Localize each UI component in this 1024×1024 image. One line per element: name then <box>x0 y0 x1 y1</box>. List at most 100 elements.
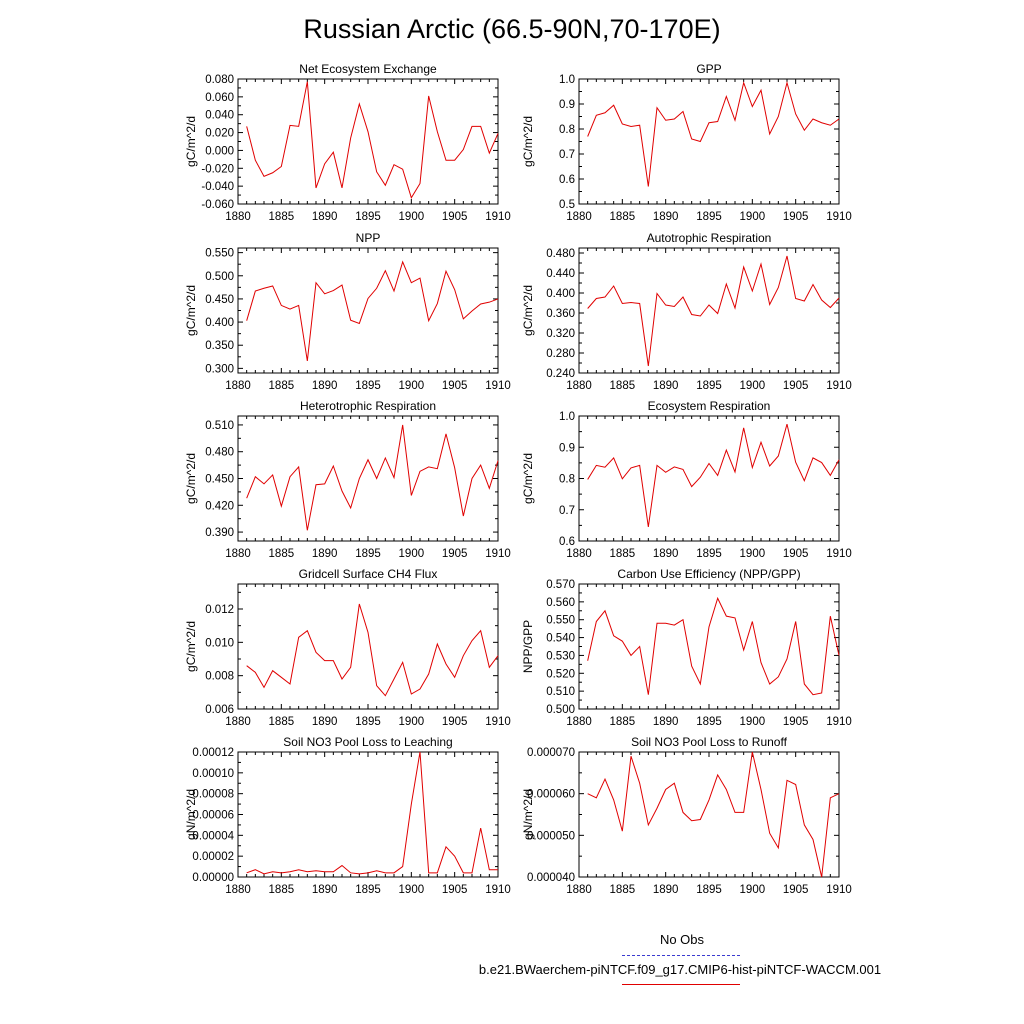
x-tick-label: 1900 <box>740 380 766 392</box>
y-tick-label: 0.008 <box>205 671 234 683</box>
y-tick-label: 0.390 <box>205 527 234 539</box>
y-tick-label: 0.080 <box>205 74 234 86</box>
y-tick-label: 0.5 <box>559 199 575 211</box>
plot-frame <box>578 415 840 542</box>
y-tick-label: 0.00010 <box>192 768 234 780</box>
x-tick-label: 1900 <box>399 884 425 896</box>
x-tick-label: 1900 <box>399 211 425 223</box>
panel-title: GPP <box>696 62 721 76</box>
x-tick-label: 1885 <box>610 884 636 896</box>
x-tick-label: 1905 <box>442 211 468 223</box>
series-line <box>246 751 498 875</box>
y-tick-label: 0.000070 <box>527 747 575 759</box>
plot-frame <box>237 583 499 710</box>
x-tick-label: 1890 <box>653 548 679 560</box>
y-tick-label: 0.000040 <box>527 872 575 884</box>
series-line <box>587 255 840 367</box>
x-tick-label: 1905 <box>442 716 468 728</box>
y-tick-label: 0.006 <box>205 704 234 716</box>
x-tick-label: 1905 <box>442 884 468 896</box>
plot-frame <box>578 78 840 205</box>
x-tick-label: 1895 <box>355 380 381 392</box>
y-tick-label: 1.0 <box>559 411 575 423</box>
series-line <box>246 260 499 362</box>
series-line <box>587 751 840 878</box>
y-tick-label: 0.8 <box>559 124 575 136</box>
x-tick-label: 1890 <box>312 548 338 560</box>
panel-title: Soil NO3 Pool Loss to Runoff <box>631 735 788 749</box>
x-tick-label: 1910 <box>826 884 852 896</box>
y-tick-label: 0.400 <box>205 317 234 329</box>
x-tick-label: 1900 <box>740 716 766 728</box>
x-tick-label: 1880 <box>566 884 592 896</box>
y-tick-label: -0.060 <box>201 199 234 211</box>
x-tick-label: 1880 <box>225 884 251 896</box>
chart-panel-1: Net Ecosystem Exchange gC/m^2/d 1880 1885 18… <box>184 62 511 223</box>
y-tick-label: 0.570 <box>546 579 575 591</box>
y-tick-label: 0.240 <box>546 368 575 380</box>
x-tick-label: 1900 <box>740 884 766 896</box>
x-tick-label: 1910 <box>485 716 511 728</box>
y-tick-label: 0.560 <box>546 597 575 609</box>
y-tick-label: 0.480 <box>546 248 575 260</box>
x-tick-label: 1895 <box>696 211 722 223</box>
y-tick-label: 0.520 <box>546 668 575 680</box>
y-tick-label: 0.440 <box>546 268 575 280</box>
x-tick-label: 1905 <box>442 548 468 560</box>
y-tick-label: 0.280 <box>546 348 575 360</box>
x-tick-label: 1890 <box>653 716 679 728</box>
y-tick-label: 0.040 <box>205 110 234 122</box>
x-tick-label: 1880 <box>566 211 592 223</box>
y-tick-label: -0.040 <box>201 181 234 193</box>
x-tick-label: 1885 <box>269 716 295 728</box>
y-tick-label: 0.320 <box>546 328 575 340</box>
x-tick-label: 1880 <box>225 380 251 392</box>
y-tick-label: 0.060 <box>205 92 234 104</box>
panel-title: Heterotrophic Respiration <box>300 399 436 413</box>
x-tick-label: 1910 <box>826 211 852 223</box>
y-tick-label: 0.7 <box>559 505 575 517</box>
y-tick-label: 0.500 <box>546 704 575 716</box>
y-tick-label: 0.012 <box>205 604 234 616</box>
y-axis-label: gC/m^2/d <box>184 285 198 336</box>
x-tick-label: 1885 <box>610 548 636 560</box>
y-axis-label: gC/m^2/d <box>521 453 535 504</box>
plot-frame <box>237 78 499 205</box>
x-tick-label: 1905 <box>783 380 809 392</box>
x-tick-label: 1895 <box>696 716 722 728</box>
y-axis-label: gC/m^2/d <box>521 116 535 167</box>
y-tick-label: 0.00006 <box>192 810 234 822</box>
x-tick-label: 1910 <box>485 380 511 392</box>
x-tick-label: 1880 <box>225 548 251 560</box>
y-tick-label: 0.00012 <box>192 747 234 759</box>
series-line <box>246 424 499 531</box>
y-tick-label: 0.350 <box>205 340 234 352</box>
y-axis-label: gN/m^2/d <box>521 789 535 840</box>
y-tick-label: 0.400 <box>546 288 575 300</box>
y-tick-label: 0.540 <box>546 633 575 645</box>
y-tick-label: 0.550 <box>205 248 234 260</box>
chart-panel-2: GPP gC/m^2/d 1880 1885 1890 1895 1900 1905 1910 0… <box>521 62 852 223</box>
x-tick-label: 1885 <box>269 548 295 560</box>
x-tick-label: 1910 <box>826 380 852 392</box>
panel-title: Autotrophic Respiration <box>647 231 772 245</box>
y-tick-label: 0.500 <box>205 271 234 283</box>
y-axis-label: NPP/GPP <box>521 620 535 673</box>
plot-frame <box>578 583 840 710</box>
y-tick-label: 0.010 <box>205 637 234 649</box>
x-tick-label: 1910 <box>485 884 511 896</box>
x-tick-label: 1900 <box>399 548 425 560</box>
x-tick-label: 1880 <box>225 716 251 728</box>
series-line <box>587 596 840 696</box>
chart-panel-8: Carbon Use Efficiency (NPP/GPP) NPP/GPP 18… <box>521 567 852 728</box>
x-tick-label: 1895 <box>355 548 381 560</box>
x-tick-label: 1880 <box>566 380 592 392</box>
y-tick-label: -0.020 <box>201 163 234 175</box>
x-tick-label: 1880 <box>225 211 251 223</box>
plot-frame <box>237 751 499 878</box>
x-tick-label: 1910 <box>485 211 511 223</box>
panel-title: Ecosystem Respiration <box>648 399 771 413</box>
y-tick-label: 0.360 <box>546 308 575 320</box>
plot-frame <box>578 247 840 374</box>
